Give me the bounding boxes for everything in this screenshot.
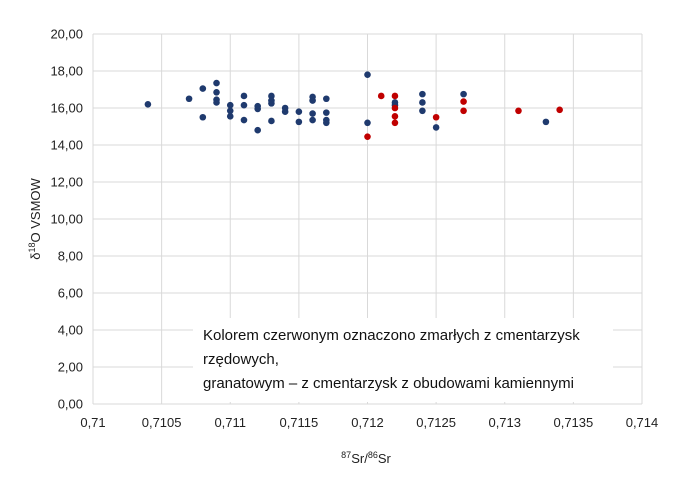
data-point-navy [185, 95, 193, 103]
data-point-navy [226, 107, 234, 115]
data-point-navy [323, 95, 330, 103]
data-points [144, 71, 563, 140]
y-axis-title-sup: 18 [27, 243, 37, 253]
y-axis-title-part2: O VSMOW [28, 178, 43, 243]
data-point-navy [364, 71, 371, 78]
data-point-navy [254, 126, 261, 134]
data-point-navy [199, 85, 207, 92]
x-tick-label: 0,712 [351, 415, 384, 430]
x-tick-labels: 0,71 0,7105 0,711 0,7115 0,712 0,7125 0,713 0,7… [80, 415, 658, 430]
x-tick-label: 0,71 [80, 415, 105, 430]
data-point-navy [419, 90, 426, 98]
data-point-navy [268, 117, 275, 125]
chart-annotation: Kolorem czerwonym oznaczono zmarłych z c… [193, 318, 613, 402]
y-axis-title: δ18O VSMOW [27, 178, 43, 260]
data-point-navy [254, 105, 261, 113]
x-tick-label: 0,7135 [553, 415, 593, 430]
y-tick-label: 16,00 [50, 101, 83, 116]
data-point-red [391, 104, 399, 112]
data-point-navy [419, 99, 426, 106]
x-tick-label: 0,7115 [279, 415, 318, 430]
annotation-line-2: granatowym – z cmentarzysk z obudowami k… [203, 375, 574, 392]
y-tick-label: 2,00 [58, 360, 83, 375]
data-point-navy [240, 92, 248, 100]
data-point-navy [309, 116, 316, 124]
data-point-navy [240, 101, 248, 109]
data-point-navy [213, 88, 220, 96]
x-tick-label: 0,714 [626, 415, 659, 430]
y-tick-label: 10,00 [50, 212, 83, 227]
x-axis-title-sup2: 86 [368, 450, 378, 460]
data-point-navy [268, 100, 275, 107]
data-point-navy [199, 113, 207, 121]
data-point-red [432, 113, 440, 121]
data-point-red [377, 92, 385, 100]
data-point-navy [542, 118, 550, 126]
x-tick-label: 0,7125 [416, 415, 456, 430]
data-point-navy [226, 113, 234, 120]
data-point-navy [295, 108, 303, 115]
y-tick-label: 4,00 [58, 323, 83, 338]
data-point-red [391, 92, 399, 100]
y-tick-label: 0,00 [58, 397, 83, 412]
data-point-navy [364, 119, 371, 127]
data-point-navy [226, 101, 234, 109]
data-point-navy [213, 79, 220, 87]
y-tick-label: 12,00 [50, 175, 83, 190]
data-point-navy [309, 110, 316, 117]
data-point-navy [295, 118, 303, 126]
data-point-navy [432, 124, 440, 131]
x-tick-label: 0,713 [488, 415, 521, 430]
data-point-navy [309, 97, 316, 104]
data-point-red [515, 107, 522, 115]
x-axis-title-part1: Sr/ [351, 451, 368, 466]
y-axis-title-part1: δ [28, 253, 43, 260]
y-tick-label: 6,00 [58, 286, 83, 301]
x-tick-label: 0,7105 [142, 415, 182, 430]
data-point-navy [240, 116, 248, 124]
y-tick-labels: 0,00 2,00 4,00 6,00 8,00 10,00 12,00 14,00 16,00… [50, 27, 83, 412]
data-point-red [460, 107, 467, 115]
y-tick-label: 18,00 [50, 64, 83, 79]
x-axis-title-sup1: 87 [341, 450, 351, 460]
data-point-navy [460, 90, 467, 98]
y-tick-label: 14,00 [50, 138, 83, 153]
data-point-navy [419, 107, 426, 115]
data-point-navy [268, 92, 275, 100]
data-point-navy [323, 109, 330, 116]
data-point-navy [281, 108, 289, 115]
annotation-line-1: Kolorem czerwonym oznaczono zmarłych z c… [203, 327, 580, 368]
data-point-red [364, 133, 371, 140]
x-axis-title-part2: Sr [378, 451, 392, 466]
y-tick-label: 20,00 [50, 27, 83, 42]
x-tick-label: 0,711 [214, 415, 246, 430]
data-point-red [556, 106, 563, 114]
data-point-red [391, 113, 399, 120]
y-tick-label: 8,00 [58, 249, 83, 264]
data-point-navy [144, 101, 152, 108]
x-axis-title: 87Sr/86Sr [341, 450, 391, 466]
data-point-navy [213, 99, 220, 106]
data-point-red [391, 119, 399, 127]
data-point-red [460, 98, 467, 105]
data-point-navy [323, 119, 330, 127]
